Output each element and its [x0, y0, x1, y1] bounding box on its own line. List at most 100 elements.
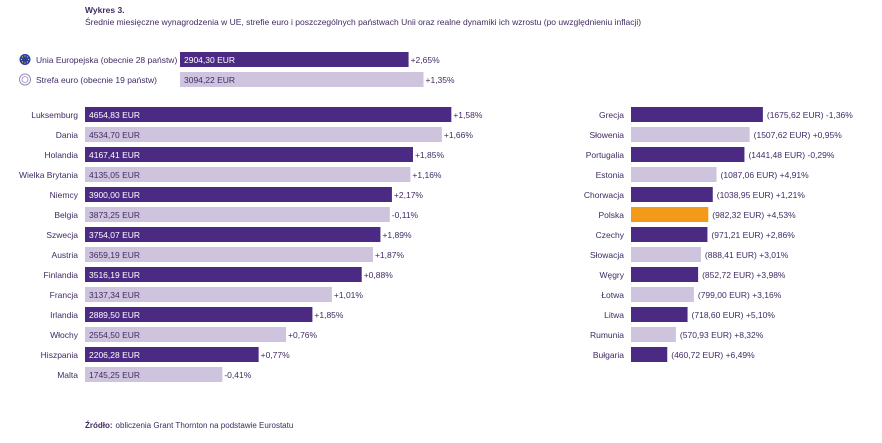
eu-star [26, 56, 29, 58]
country-bar [85, 327, 287, 342]
source-text: obliczenia Grant Thornton na podstawie E… [116, 421, 294, 430]
country-bar [631, 287, 694, 302]
growth-label: +1,87% [375, 250, 405, 260]
bar-value-label: 1745,25 EUR [89, 370, 140, 380]
bar-value-label: 4167,41 EUR [89, 150, 140, 160]
growth-label: +1,85% [314, 310, 344, 320]
growth-label: +1,89% [382, 230, 412, 240]
bar-value-label: (888,41 EUR) +3,01% [705, 250, 789, 260]
bar-value-label: (1441,48 EUR) -0,29% [748, 150, 834, 160]
euro-circle-inner [21, 76, 29, 83]
growth-label: +1,16% [412, 170, 442, 180]
bar-value-label: 4654,83 EUR [89, 110, 140, 120]
country-bar [85, 347, 259, 362]
country-bar [631, 327, 676, 342]
bar-value-label: 3754,07 EUR [89, 230, 140, 240]
country-label: Chorwacja [584, 190, 624, 200]
growth-label: +0,76% [288, 330, 318, 340]
summary-label: Unia Europejska (obecnie 28 państw) [36, 55, 177, 65]
country-label: Francja [50, 290, 79, 300]
bar-value-label: (1087,06 EUR) +4,91% [721, 170, 810, 180]
bar-value-label: 2206,28 EUR [89, 350, 140, 360]
bar-value-label: 3900,00 EUR [89, 190, 140, 200]
bar-value-label: (982,32 EUR) +4,53% [712, 210, 796, 220]
bar-value-label: 3516,19 EUR [89, 270, 140, 280]
country-label: Holandia [44, 150, 78, 160]
country-label: Łotwa [601, 290, 624, 300]
country-bar [85, 307, 313, 322]
bar-value-label: (799,00 EUR) +3,16% [698, 290, 782, 300]
country-bar [631, 347, 668, 362]
summary-growth-label: +2,65% [411, 55, 441, 65]
country-bar [85, 107, 452, 122]
bar-value-label: 2554,50 EUR [89, 330, 140, 340]
eu-star [21, 56, 24, 58]
country-bar [85, 187, 392, 202]
country-label: Malta [57, 370, 78, 380]
country-label: Słowenia [590, 130, 625, 140]
bar-value-label: (1507,62 EUR) +0,95% [754, 130, 843, 140]
country-label: Austria [52, 250, 79, 260]
growth-label: +0,77% [261, 350, 291, 360]
country-bar [85, 167, 411, 182]
country-bar [631, 307, 688, 322]
country-label: Czechy [596, 230, 625, 240]
country-bar [85, 147, 413, 162]
country-bar [631, 107, 763, 122]
country-label: Litwa [604, 310, 624, 320]
country-label: Estonia [596, 170, 625, 180]
bar-value-label: (1675,62 EUR) -1,36% [767, 110, 853, 120]
country-bar [631, 187, 713, 202]
bar-value-label: (971,21 EUR) +2,86% [711, 230, 795, 240]
eu-star [20, 58, 23, 61]
eu-star [27, 58, 30, 61]
country-bar [85, 227, 381, 242]
chart-title: Wykres 3. [85, 5, 125, 15]
growth-label: +1,01% [334, 290, 364, 300]
growth-label: +1,58% [453, 110, 483, 120]
summary-growth-label: +1,35% [426, 75, 456, 85]
source-label: Źródło: [85, 421, 113, 430]
country-bar [85, 267, 362, 282]
country-bar [85, 127, 442, 142]
country-label: Niemcy [50, 190, 79, 200]
bar-value-label: 4135,05 EUR [89, 170, 140, 180]
country-bar [85, 367, 223, 382]
country-bar [631, 167, 717, 182]
country-bar [631, 267, 699, 282]
bar-value-label: 4534,70 EUR [89, 130, 140, 140]
country-bar [631, 127, 750, 142]
country-label: Irlandia [50, 310, 78, 320]
summary-bar [180, 72, 424, 87]
bar-value-label: 2889,50 EUR [89, 310, 140, 320]
country-bar [631, 247, 701, 262]
summary-value-label: 3094,22 EUR [184, 75, 235, 85]
country-label: Luksemburg [31, 110, 78, 120]
country-label: Węgry [599, 270, 624, 280]
country-bar [631, 147, 745, 162]
country-label: Finlandia [44, 270, 79, 280]
country-label: Wielka Brytania [19, 170, 78, 180]
growth-label: -0,41% [224, 370, 251, 380]
country-label: Bułgaria [593, 350, 624, 360]
eu-star [24, 55, 26, 57]
bar-value-label: 3873,25 EUR [89, 210, 140, 220]
bar-value-label: (570,93 EUR) +8,32% [680, 330, 764, 340]
country-bar [85, 287, 332, 302]
summary-value-label: 2904,30 EUR [184, 55, 235, 65]
eu-star [21, 61, 24, 63]
country-label: Rumunia [590, 330, 624, 340]
summary-label: Strefa euro (obecnie 19 państw) [36, 75, 157, 85]
chart-subtitle: Średnie miesięczne wynagrodzenia w UE, s… [85, 16, 641, 27]
country-label: Polska [598, 210, 624, 220]
country-label: Portugalia [586, 150, 625, 160]
eu-star [24, 62, 26, 64]
euro-circle-icon [19, 73, 31, 86]
bar-value-label: (1038,95 EUR) +1,21% [717, 190, 806, 200]
bars-group: Unia Europejska (obecnie 28 państw) 2904,… [19, 52, 853, 382]
summary-bar [180, 52, 409, 67]
growth-label: +1,85% [415, 150, 445, 160]
growth-label: -0,11% [392, 210, 419, 220]
bar-value-label: 3659,19 EUR [89, 250, 140, 260]
